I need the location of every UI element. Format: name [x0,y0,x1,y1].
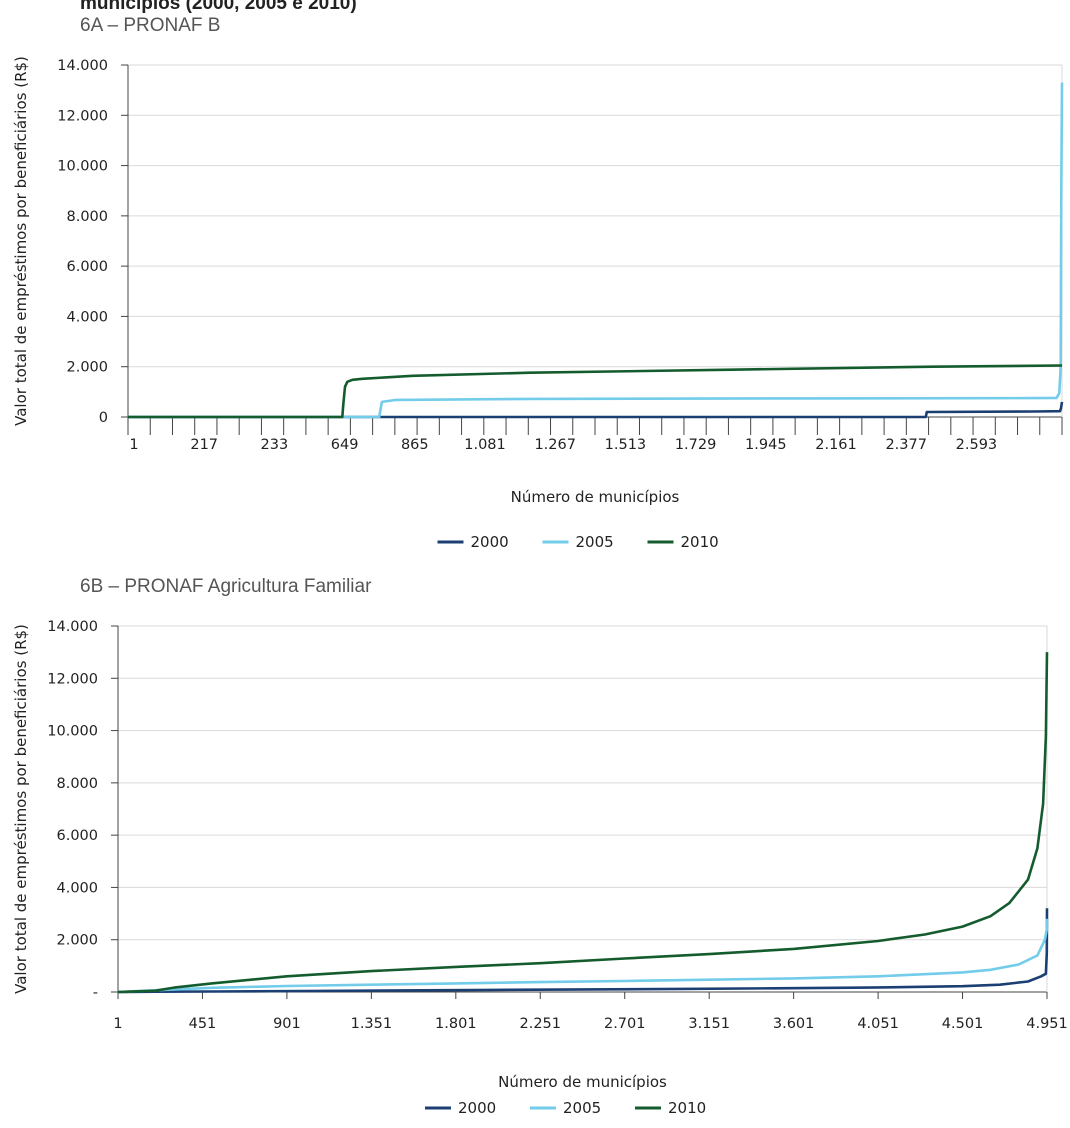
series-line-2005 [117,918,1049,994]
series-line-2000 [117,908,1049,994]
legend: 2000 2005 2010 [425,1099,706,1117]
x-tick-label: 2.161 [815,437,857,453]
legend-label-2000: 2000 [458,1099,496,1117]
x-tick-label: 2.593 [956,437,998,453]
chart-6a: 6A – PRONAF B 0 2.000 4.000 6.000 8.000 10.000… [12,15,1064,551]
x-tick-label: 1 [113,1016,122,1032]
y-tick-label: 8.000 [66,209,108,225]
x-tick-label: 2.701 [604,1016,646,1032]
x-tick-label: 3.151 [688,1016,730,1032]
y-tick-label: 8.000 [56,776,98,792]
x-tick-label: 4.951 [1026,1016,1068,1032]
y-axis-label: Valor total de empréstimos por beneficiá… [12,624,30,994]
legend-label-2005: 2005 [563,1099,601,1117]
x-tick-label: 1.513 [605,437,647,453]
x-tick-label: 649 [331,437,359,453]
y-tick-label: 6.000 [56,828,98,844]
series-line-2000 [128,401,1064,419]
x-tick-label: 1.945 [745,437,787,453]
y-tick-label: 4.000 [56,880,98,896]
legend-label-2010: 2010 [681,533,719,551]
x-tick-label: 901 [273,1016,301,1032]
legend-label-2000: 2000 [471,533,509,551]
y-tick-label: 4.000 [66,309,108,325]
y-tick-label: 12.000 [47,671,98,687]
chart-6b: 6B – PRONAF Agricultura Familiar - 2.000 4.… [12,576,1068,1117]
y-tick-label: 6.000 [66,259,108,275]
x-tick-label: 1.081 [464,437,506,453]
x-tick-label: 451 [189,1016,217,1032]
legend-label-2010: 2010 [668,1099,706,1117]
series-line-2005 [128,82,1064,419]
y-tick-label: - [93,985,98,1001]
y-tick-label: 14.000 [57,58,108,74]
x-tick-label: 1.729 [675,437,717,453]
figure-header-title: municípios (2000, 2005 e 2010) [80,0,357,14]
legend-label-2005: 2005 [576,533,614,551]
series-line-2010 [117,652,1049,994]
x-tick-label: 1.267 [534,437,576,453]
x-tick-label: 865 [401,437,429,453]
legend: 2000 2005 2010 [437,533,719,551]
y-tick-label: 2.000 [56,933,98,949]
x-tick-label: 233 [261,437,289,453]
y-tick-label: 10.000 [57,159,108,175]
x-tick-label: 1.351 [351,1016,393,1032]
y-tick-label: 0 [99,410,108,426]
x-tick-label: 2.377 [885,437,927,453]
y-tick-label: 14.000 [47,619,98,635]
chart-6b-title: 6B – PRONAF Agricultura Familiar [80,576,372,597]
y-tick-label: 10.000 [47,724,98,740]
x-tick-label: 4.501 [942,1016,984,1032]
x-tick-label: 4.051 [857,1016,899,1032]
series-line-2010 [128,364,1063,419]
y-tick-label: 12.000 [57,108,108,124]
x-tick-label: 2.251 [520,1016,562,1032]
x-axis-label: Número de municípios [511,488,680,506]
x-tick-label: 1 [129,437,138,453]
x-tick-label: 3.601 [773,1016,815,1032]
x-tick-label: 217 [190,437,218,453]
x-axis-label: Número de municípios [498,1073,667,1091]
chart-6a-title: 6A – PRONAF B [80,15,220,36]
x-tick-label: 1.801 [435,1016,477,1032]
y-tick-label: 2.000 [66,360,108,376]
y-axis-label: Valor total de empréstimos por beneficiá… [12,56,30,426]
